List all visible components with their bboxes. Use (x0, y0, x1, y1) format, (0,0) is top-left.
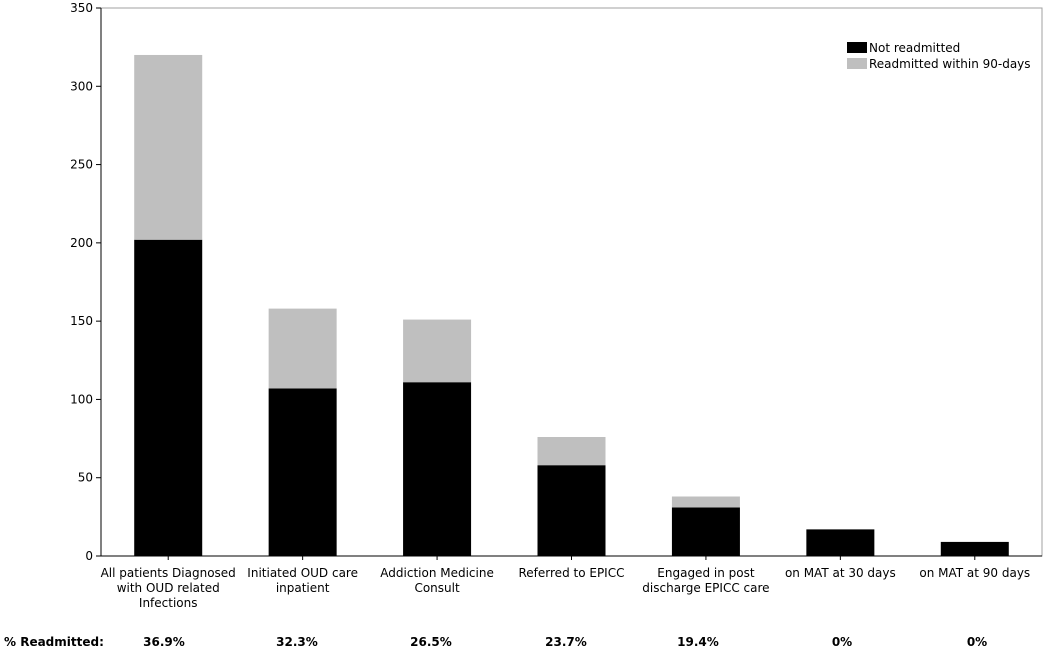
bar-segment-not-readmitted (134, 239, 203, 556)
x-category-label: Addiction Medicine Consult (380, 566, 494, 595)
x-category-label: Engaged in post discharge EPICC care (642, 566, 769, 595)
y-tick-label: 150 (70, 314, 93, 328)
legend-label: Readmitted within 90-days (869, 57, 1031, 71)
x-category-label: on MAT at 90 days (919, 566, 1030, 580)
legend: Not readmitted Readmitted within 90-days (847, 41, 1031, 71)
percent-readmitted-value: 32.3% (276, 635, 318, 649)
bar-segment-not-readmitted (940, 541, 1009, 556)
bar-segment-not-readmitted (403, 382, 472, 556)
percent-readmitted-row: % Readmitted: 36.9% 32.3% 26.5% 23.7% 19.4% 0%… (4, 635, 987, 649)
percent-readmitted-value: 23.7% (545, 635, 587, 649)
y-axis: 0 50 100 150 200 250 300 350 (70, 1, 102, 563)
y-tick-label: 50 (78, 471, 93, 485)
x-category-label: Initiated OUD care inpatient (247, 566, 358, 595)
x-category-label: on MAT at 30 days (785, 566, 896, 580)
bar-segment-readmitted (671, 496, 740, 508)
y-tick-label: 350 (70, 1, 93, 15)
bar-segment-not-readmitted (806, 529, 875, 556)
x-axis (101, 555, 1042, 560)
bar-segment-not-readmitted (268, 388, 337, 556)
percent-readmitted-value: 26.5% (410, 635, 452, 649)
bar-segment-readmitted (537, 437, 606, 466)
percent-readmitted-row-label: % Readmitted: (4, 635, 104, 649)
y-tick-label: 200 (70, 236, 93, 250)
bars (134, 54, 1009, 556)
bar-segment-not-readmitted (671, 507, 740, 556)
bar-segment-readmitted (268, 308, 337, 389)
x-category-label: All patients Diagnosed with OUD related In… (101, 566, 236, 610)
y-tick-label: 100 (70, 392, 93, 406)
percent-readmitted-value: 36.9% (143, 635, 185, 649)
percent-readmitted-value: 0% (967, 635, 987, 649)
percent-readmitted-value: 0% (832, 635, 852, 649)
y-tick-label: 0 (85, 549, 93, 563)
x-category-label: Referred to EPICC (519, 566, 625, 580)
y-tick-label: 250 (70, 158, 93, 172)
category-labels: All patients Diagnosed with OUD related In… (101, 566, 1031, 610)
legend-swatch (847, 58, 867, 69)
bar-segment-not-readmitted (537, 465, 606, 556)
bar-segment-readmitted (403, 319, 472, 383)
legend-label: Not readmitted (869, 41, 960, 55)
legend-swatch (847, 42, 867, 53)
percent-readmitted-value: 19.4% (677, 635, 719, 649)
bar-segment-readmitted (134, 54, 203, 240)
y-tick-label: 300 (70, 79, 93, 93)
